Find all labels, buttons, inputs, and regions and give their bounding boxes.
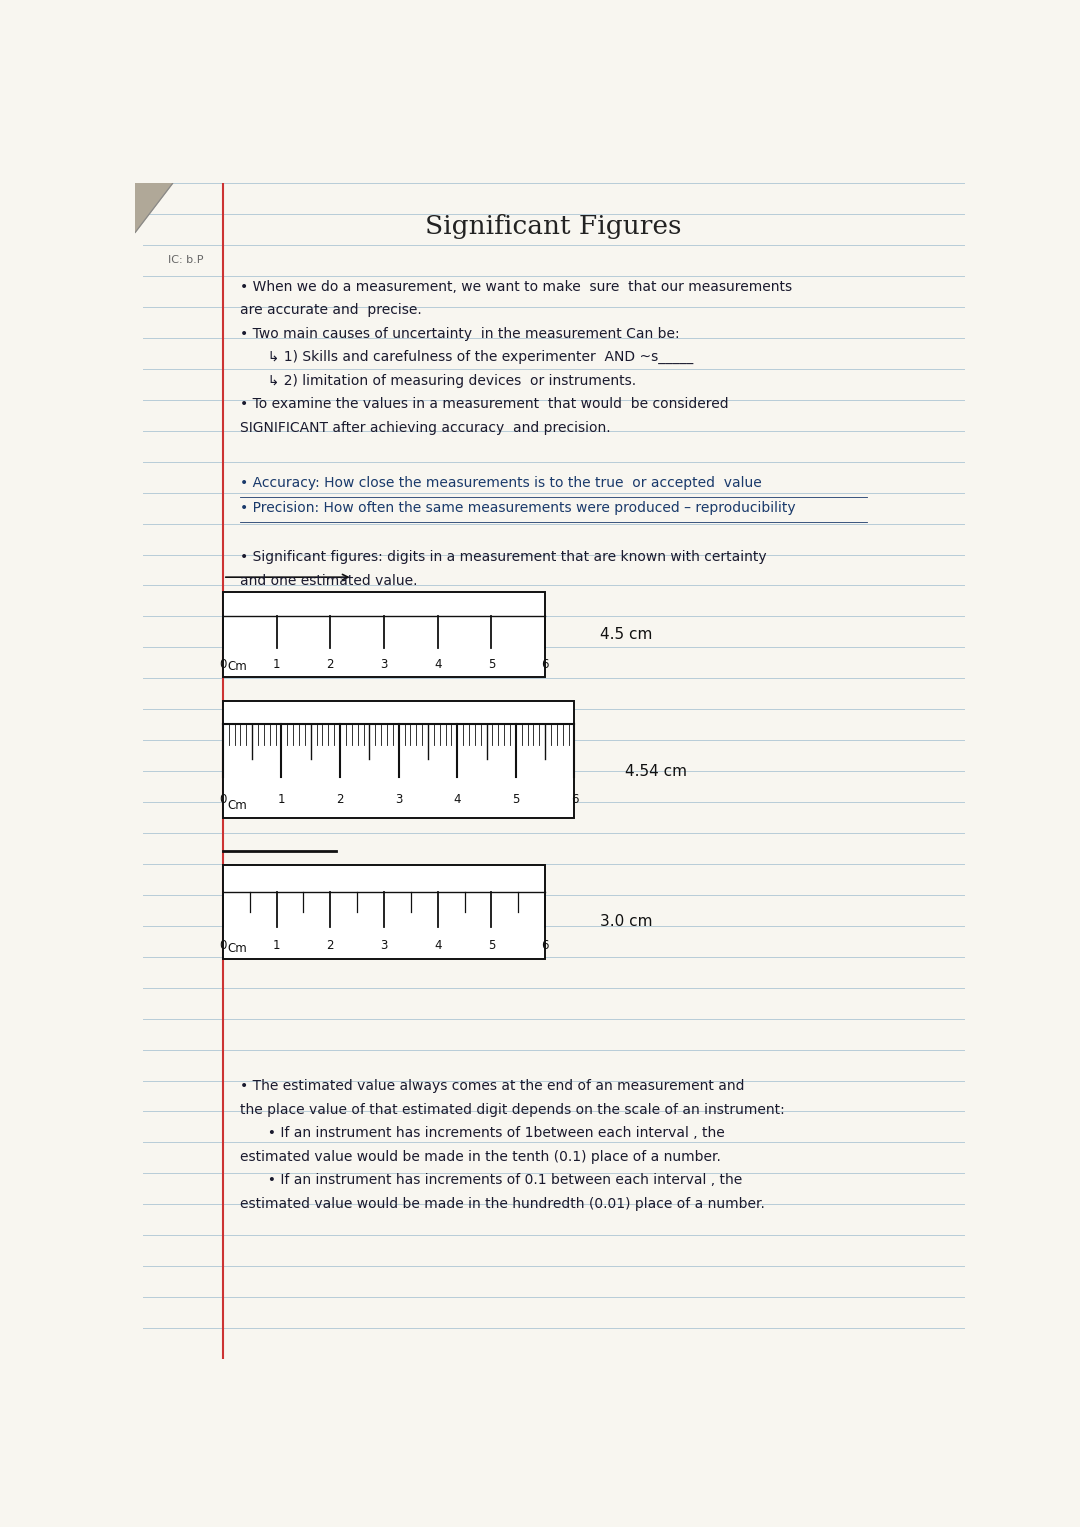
Text: 4.54 cm: 4.54 cm [624, 764, 687, 779]
Text: 4: 4 [434, 658, 442, 670]
Text: 2: 2 [326, 939, 334, 951]
Text: • The estimated value always comes at the end of an measurement and: • The estimated value always comes at th… [240, 1080, 744, 1093]
Text: 0: 0 [219, 658, 227, 670]
Text: • Significant figures: digits in a measurement that are known with certainty: • Significant figures: digits in a measu… [240, 550, 766, 563]
Text: 5: 5 [512, 793, 519, 806]
Text: the place value of that estimated digit depends on the scale of an instrument:: the place value of that estimated digit … [240, 1102, 784, 1116]
Text: 4: 4 [454, 793, 461, 806]
Text: • When we do a measurement, we want to make  sure  that our measurements: • When we do a measurement, we want to m… [240, 279, 792, 293]
Text: 3: 3 [395, 793, 403, 806]
Text: 0: 0 [219, 793, 227, 806]
Text: 1: 1 [273, 939, 281, 951]
Polygon shape [135, 183, 173, 232]
Text: • Two main causes of uncertainty  in the measurement Can be:: • Two main causes of uncertainty in the … [240, 327, 679, 341]
Text: SIGNIFICANT after achieving accuracy  and precision.: SIGNIFICANT after achieving accuracy and… [240, 421, 610, 435]
Text: 6: 6 [570, 793, 578, 806]
Text: are accurate and  precise.: are accurate and precise. [240, 304, 421, 318]
Text: Significant Figures: Significant Figures [426, 214, 681, 240]
Text: IC: b.P: IC: b.P [168, 255, 204, 264]
Bar [222, 866, 545, 959]
Text: 1: 1 [273, 658, 281, 670]
Bar [222, 592, 545, 676]
Text: • If an instrument has increments of 0.1 between each interval , the: • If an instrument has increments of 0.1… [259, 1173, 742, 1188]
Text: 3: 3 [380, 939, 388, 951]
Text: estimated value would be made in the tenth (0.1) place of a number.: estimated value would be made in the ten… [240, 1150, 720, 1164]
Text: 6: 6 [541, 939, 549, 951]
Text: 0: 0 [219, 939, 227, 951]
Text: • Precision: How often the same measurements were produced – reproducibility: • Precision: How often the same measurem… [240, 501, 795, 515]
Text: • If an instrument has increments of 1between each interval , the: • If an instrument has increments of 1be… [259, 1127, 725, 1141]
Text: estimated value would be made in the hundredth (0.01) place of a number.: estimated value would be made in the hun… [240, 1197, 765, 1211]
Text: ↳ 1) Skills and carefulness of the experimenter  AND ~s_____: ↳ 1) Skills and carefulness of the exper… [259, 350, 693, 365]
Text: and one estimated value.: and one estimated value. [240, 574, 417, 588]
Text: Cm: Cm [227, 942, 247, 954]
Text: 1: 1 [278, 793, 285, 806]
Text: 3.0 cm: 3.0 cm [599, 915, 652, 928]
Text: 5: 5 [488, 939, 495, 951]
Text: 2: 2 [326, 658, 334, 670]
Text: • Accuracy: How close the measurements is to the true  or accepted  value: • Accuracy: How close the measurements i… [240, 476, 761, 490]
Text: 5: 5 [488, 658, 495, 670]
Text: 6: 6 [541, 658, 549, 670]
Text: Cm: Cm [227, 799, 247, 812]
Text: 2: 2 [336, 793, 343, 806]
Text: • To examine the values in a measurement  that would  be considered: • To examine the values in a measurement… [240, 397, 728, 411]
Text: 4.5 cm: 4.5 cm [599, 628, 652, 643]
Text: 4: 4 [434, 939, 442, 951]
Bar [222, 701, 575, 818]
Text: ↳ 2) limitation of measuring devices  or instruments.: ↳ 2) limitation of measuring devices or … [259, 374, 636, 388]
Text: 3: 3 [380, 658, 388, 670]
Text: Cm: Cm [227, 660, 247, 673]
